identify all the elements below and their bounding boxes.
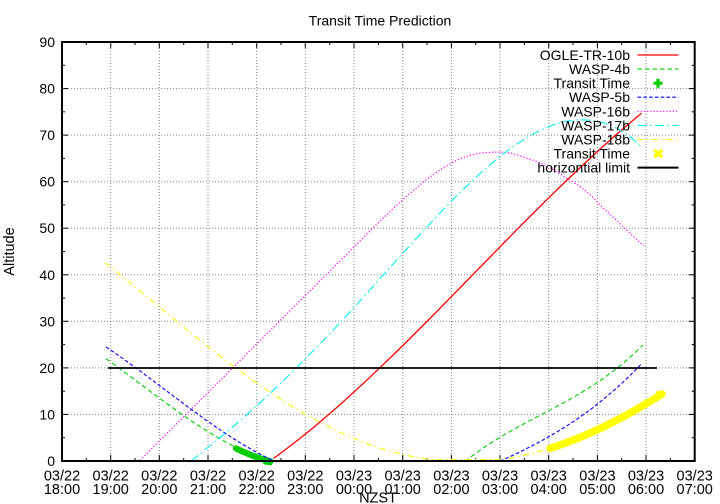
- svg-text:03/22: 03/22: [44, 469, 80, 485]
- svg-text:04:00: 04:00: [531, 482, 567, 498]
- svg-text:03/23: 03/23: [385, 469, 421, 485]
- svg-text:Transit Time: Transit Time: [554, 75, 631, 91]
- svg-text:WASP-4b: WASP-4b: [569, 61, 630, 77]
- svg-text:19:00: 19:00: [93, 482, 129, 498]
- svg-text:40: 40: [39, 267, 55, 283]
- svg-text:Transit Time: Transit Time: [554, 146, 631, 162]
- svg-text:70: 70: [39, 127, 55, 143]
- svg-text:30: 30: [39, 313, 55, 329]
- svg-text:NZST: NZST: [359, 491, 397, 504]
- svg-text:03/22: 03/22: [141, 469, 177, 485]
- svg-text:07:00: 07:00: [677, 482, 713, 498]
- svg-text:80: 80: [39, 81, 55, 97]
- svg-text:03/23: 03/23: [531, 469, 567, 485]
- svg-text:20:00: 20:00: [141, 482, 177, 498]
- svg-text:horizontial limit: horizontial limit: [537, 160, 630, 176]
- svg-text:Transit Time Prediction: Transit Time Prediction: [309, 13, 452, 29]
- svg-text:06:00: 06:00: [628, 482, 664, 498]
- svg-text:90: 90: [39, 34, 55, 50]
- svg-text:10: 10: [39, 406, 55, 422]
- svg-text:02:00: 02:00: [433, 482, 469, 498]
- svg-text:WASP-16b: WASP-16b: [561, 103, 630, 119]
- svg-text:03/23: 03/23: [628, 469, 664, 485]
- svg-text:03/23: 03/23: [433, 469, 469, 485]
- svg-text:WASP-18b: WASP-18b: [561, 132, 630, 148]
- svg-text:03/23: 03/23: [579, 469, 615, 485]
- svg-text:OGLE-TR-10b: OGLE-TR-10b: [540, 47, 630, 63]
- svg-text:01:00: 01:00: [385, 482, 421, 498]
- svg-text:03/23: 03/23: [482, 469, 518, 485]
- svg-text:03/22: 03/22: [190, 469, 226, 485]
- svg-text:WASP-5b: WASP-5b: [569, 89, 630, 105]
- svg-text:03:00: 03:00: [482, 482, 518, 498]
- svg-text:00:00: 00:00: [336, 482, 372, 498]
- svg-text:03/23: 03/23: [336, 469, 372, 485]
- svg-text:05:00: 05:00: [579, 482, 615, 498]
- svg-text:50: 50: [39, 220, 55, 236]
- svg-text:WASP-17b: WASP-17b: [561, 117, 630, 133]
- svg-text:23:00: 23:00: [287, 482, 323, 498]
- svg-text:22:00: 22:00: [239, 482, 275, 498]
- svg-text:03/22: 03/22: [239, 469, 275, 485]
- svg-text:60: 60: [39, 174, 55, 190]
- svg-text:03/22: 03/22: [287, 469, 323, 485]
- svg-text:21:00: 21:00: [190, 482, 226, 498]
- svg-text:Altitude: Altitude: [2, 227, 18, 275]
- svg-text:20: 20: [39, 360, 55, 376]
- svg-text:0: 0: [47, 453, 55, 469]
- svg-text:03/22: 03/22: [93, 469, 129, 485]
- svg-text:03/23: 03/23: [677, 469, 713, 485]
- svg-text:18:00: 18:00: [44, 482, 80, 498]
